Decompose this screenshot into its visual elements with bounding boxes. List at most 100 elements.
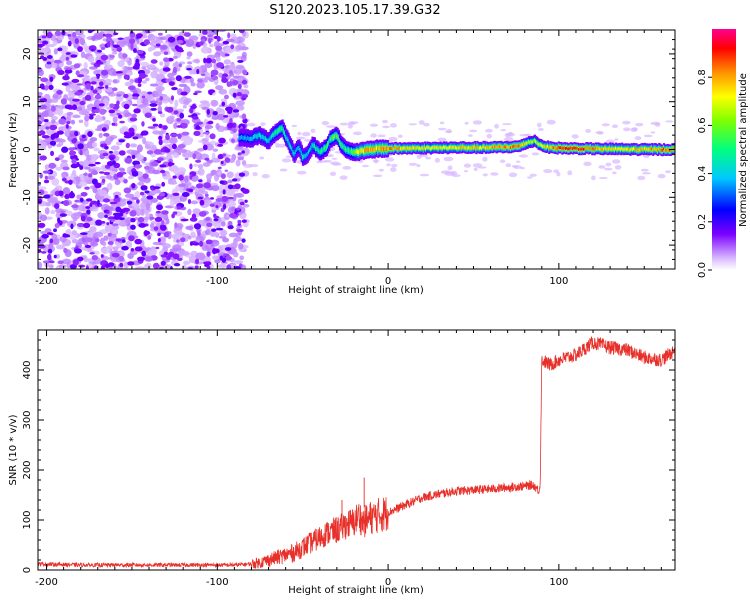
noise-blob bbox=[189, 77, 194, 84]
ridge-cell bbox=[600, 147, 603, 151]
noise-blob bbox=[231, 80, 239, 86]
noise-blob bbox=[123, 103, 130, 110]
noise-blob bbox=[65, 67, 73, 71]
ridge-cell bbox=[606, 147, 609, 151]
x-tick-label: -200 bbox=[35, 577, 58, 588]
ridge-cell bbox=[393, 146, 397, 150]
ridge-cell bbox=[260, 134, 263, 139]
noise-blob bbox=[70, 190, 74, 196]
ridge-cell bbox=[666, 148, 669, 152]
ridge-cell bbox=[587, 147, 590, 151]
ridge-cell bbox=[530, 140, 533, 144]
noise-blob bbox=[144, 190, 150, 194]
ridge-cell bbox=[458, 146, 461, 150]
ridge-cell bbox=[365, 148, 368, 153]
noise-blob bbox=[585, 129, 592, 133]
noise-blob bbox=[199, 100, 210, 104]
noise-blob bbox=[75, 176, 80, 185]
noise-blob bbox=[81, 237, 86, 242]
colorbar-tick-label: 0.8 bbox=[697, 69, 708, 85]
noise-blob bbox=[53, 48, 58, 55]
ridge-cell bbox=[269, 135, 272, 140]
noise-blob bbox=[51, 119, 56, 124]
noise-blob bbox=[71, 139, 77, 144]
noise-blob bbox=[123, 131, 130, 136]
noise-blob bbox=[143, 157, 147, 162]
noise-blob bbox=[73, 63, 81, 69]
noise-blob bbox=[223, 59, 232, 65]
noise-blob bbox=[204, 157, 210, 161]
noise-blob bbox=[434, 157, 440, 163]
ridge-cell bbox=[330, 136, 333, 141]
noise-blob bbox=[98, 103, 105, 107]
noise-blob bbox=[181, 264, 187, 269]
noise-blob bbox=[260, 122, 266, 127]
noise-blob bbox=[113, 215, 121, 220]
noise-blob bbox=[175, 230, 184, 236]
noise-blob bbox=[169, 115, 175, 120]
ridge-cell bbox=[386, 146, 389, 151]
ridge-cell bbox=[398, 146, 401, 150]
noise-blob bbox=[186, 67, 192, 71]
noise-blob bbox=[331, 157, 338, 160]
ridge-cell bbox=[243, 136, 246, 141]
ridge-cell bbox=[397, 147, 400, 151]
noise-blob bbox=[203, 261, 211, 265]
noise-blob bbox=[384, 157, 395, 162]
noise-blob bbox=[181, 131, 190, 136]
noise-blob bbox=[116, 242, 123, 249]
ridge-cell bbox=[451, 146, 454, 150]
noise-blob bbox=[88, 163, 96, 167]
noise-blob bbox=[215, 45, 223, 51]
ridge-cell bbox=[586, 146, 589, 150]
noise-blob bbox=[194, 258, 200, 265]
noise-blob bbox=[232, 240, 238, 248]
y-tick-label: 0 bbox=[22, 567, 33, 573]
noise-blob bbox=[118, 139, 125, 143]
noise-blob bbox=[102, 198, 111, 203]
noise-blob bbox=[45, 202, 52, 207]
ridge-cell bbox=[380, 147, 383, 152]
snr-frame bbox=[37, 329, 676, 571]
noise-blob bbox=[116, 93, 122, 97]
noise-blob bbox=[637, 175, 646, 181]
noise-blob bbox=[508, 172, 518, 178]
ridge-cell bbox=[548, 146, 551, 150]
x-tick-label: -100 bbox=[206, 276, 229, 287]
noise-blob bbox=[157, 32, 163, 36]
noise-blob bbox=[143, 216, 149, 221]
noise-blob bbox=[77, 143, 84, 150]
noise-blob bbox=[74, 38, 79, 44]
ridge-cell bbox=[603, 147, 606, 151]
ridge-cell bbox=[408, 147, 411, 150]
noise-blob bbox=[242, 221, 249, 228]
ridge-cell bbox=[430, 146, 434, 150]
ridge-cell bbox=[613, 148, 617, 151]
noise-blob bbox=[59, 154, 64, 161]
noise-blob bbox=[42, 260, 51, 264]
ridge-cell bbox=[315, 146, 318, 151]
noise-blob bbox=[58, 62, 64, 68]
noise-blob bbox=[192, 115, 199, 120]
noise-blob bbox=[71, 78, 80, 84]
noise-blob bbox=[67, 91, 76, 98]
noise-blob bbox=[89, 226, 97, 233]
noise-blob bbox=[227, 109, 233, 115]
noise-blob bbox=[197, 196, 204, 200]
noise-blob bbox=[184, 157, 189, 161]
ridge-cell bbox=[354, 150, 357, 155]
ridge-cell bbox=[309, 147, 312, 153]
noise-blob bbox=[181, 191, 190, 198]
noise-blob bbox=[167, 181, 178, 185]
noise-blob bbox=[194, 265, 199, 269]
noise-blob bbox=[70, 223, 74, 230]
ridge-cell bbox=[329, 137, 332, 142]
noise-blob bbox=[339, 175, 348, 180]
noise-blob bbox=[127, 85, 136, 91]
noise-blob bbox=[372, 174, 383, 178]
ridge-cell bbox=[635, 147, 638, 151]
noise-blob bbox=[211, 75, 219, 81]
noise-blob bbox=[408, 162, 418, 166]
noise-blob bbox=[494, 123, 499, 129]
